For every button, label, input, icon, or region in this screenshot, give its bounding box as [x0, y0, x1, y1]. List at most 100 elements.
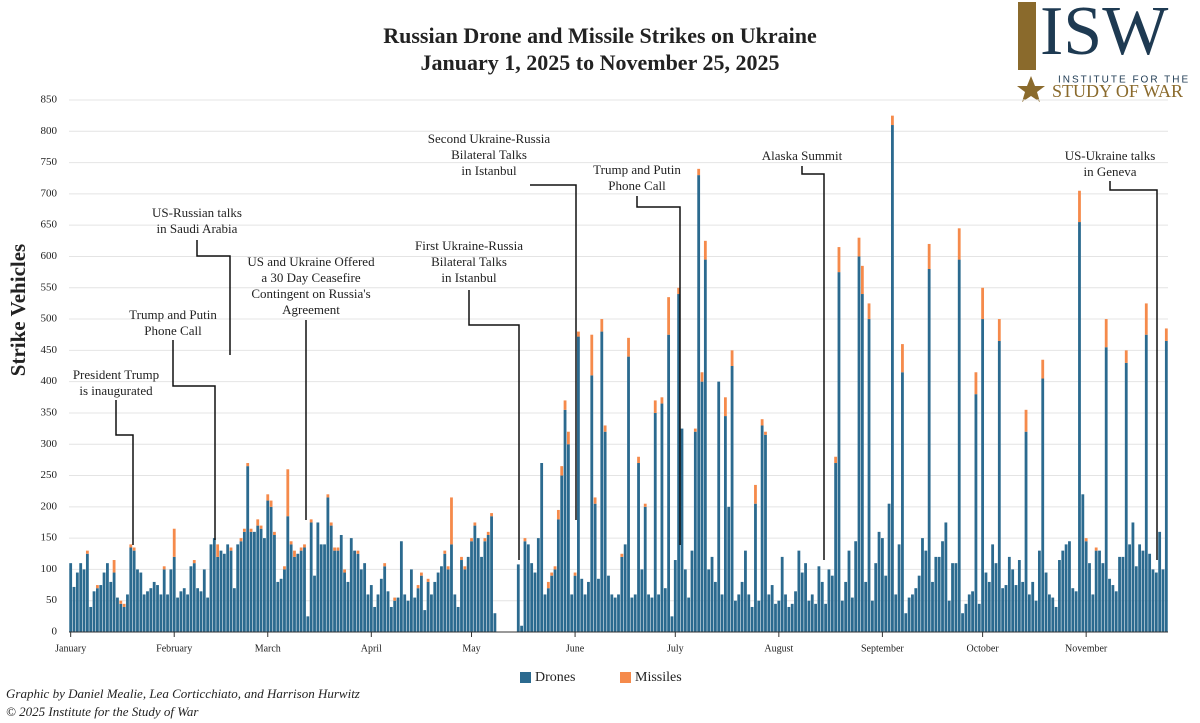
- bar-drones: [737, 594, 741, 632]
- bar-missiles: [229, 547, 233, 551]
- bar-drones: [470, 541, 473, 632]
- bar-drones: [670, 616, 674, 632]
- bar-drones: [102, 572, 106, 632]
- bar-drones: [82, 569, 86, 632]
- bar-drones: [967, 594, 971, 632]
- y-tick-label: 200: [41, 500, 58, 512]
- bar-drones: [901, 372, 904, 632]
- bar-drones: [359, 569, 363, 632]
- bar-drones: [877, 531, 881, 632]
- bar-missiles: [660, 397, 664, 404]
- bar-drones: [219, 550, 223, 632]
- annotation: is inaugurated: [79, 383, 153, 398]
- bar-drones: [730, 366, 734, 632]
- annotation: Bilateral Talks: [431, 254, 507, 269]
- bar-drones: [830, 575, 834, 632]
- bar-missiles: [1024, 409, 1028, 432]
- bar-drones: [389, 606, 393, 632]
- bar-drones: [690, 550, 694, 632]
- bar-drones: [660, 403, 664, 632]
- bar-drones: [810, 594, 814, 632]
- bar-drones: [1078, 222, 1081, 632]
- bar-drones: [1048, 594, 1051, 632]
- bar-drones: [620, 556, 624, 632]
- logo-mark: ISW: [1040, 0, 1168, 70]
- bar-drones: [957, 259, 961, 632]
- bar-missiles: [857, 237, 861, 257]
- bar-drones: [770, 585, 774, 632]
- bar-drones: [1001, 588, 1005, 632]
- bar-missiles: [393, 597, 397, 601]
- bar-missiles: [299, 547, 303, 551]
- logo: ISW INSTITUTE FOR THE STUDY OF WAR: [1017, 0, 1188, 102]
- bar-missiles: [860, 265, 864, 295]
- bar-missiles: [723, 397, 727, 417]
- chart-title: Russian Drone and Missile Strikes on Ukr…: [383, 23, 817, 48]
- bar-drones: [349, 538, 353, 632]
- bar-drones: [1011, 569, 1015, 632]
- bar-drones: [252, 531, 256, 632]
- bar-missiles: [486, 531, 490, 535]
- bar-drones: [794, 591, 797, 632]
- bar-drones: [657, 594, 660, 632]
- y-tick-label: 300: [41, 438, 58, 450]
- bar-drones: [319, 544, 323, 632]
- bar-drones: [994, 563, 998, 632]
- bar-missiles: [246, 463, 250, 467]
- annotation: Phone Call: [144, 323, 202, 338]
- bar-drones: [450, 544, 453, 632]
- bar-drones: [420, 575, 423, 632]
- bar-drones: [142, 594, 146, 632]
- bar-drones: [857, 256, 861, 632]
- bar-missiles: [356, 550, 360, 554]
- bar-drones: [323, 544, 326, 632]
- bar-drones: [480, 556, 483, 632]
- bar-missiles: [693, 428, 697, 432]
- bar-drones: [747, 594, 751, 632]
- y-tick-label: 750: [41, 156, 58, 168]
- bar-missiles: [1124, 350, 1128, 363]
- bar-missiles: [627, 337, 630, 357]
- bar-drones: [299, 550, 303, 632]
- bar-drones: [617, 594, 620, 632]
- bar-drones: [206, 597, 210, 632]
- bar-drones: [293, 556, 296, 632]
- bar-drones: [196, 588, 200, 632]
- bar-missiles: [901, 344, 904, 373]
- bar-drones: [460, 560, 463, 632]
- bar-drones: [1037, 550, 1041, 632]
- bar-drones: [687, 597, 691, 632]
- bar-drones: [850, 597, 854, 632]
- bar-drones: [673, 560, 677, 632]
- bar-drones: [797, 550, 801, 632]
- bar-drones: [784, 594, 787, 632]
- bar-drones: [947, 600, 951, 632]
- bar-missiles: [653, 400, 657, 413]
- bar-drones: [884, 575, 888, 632]
- bar-drones: [263, 538, 266, 632]
- bar-missiles: [473, 522, 477, 526]
- bar-drones: [403, 594, 407, 632]
- bar-drones: [800, 572, 804, 632]
- bar-missiles: [643, 503, 647, 507]
- bar-drones: [1081, 494, 1085, 632]
- bar-missiles: [446, 566, 450, 570]
- bar-drones: [981, 319, 985, 632]
- bar-missiles: [249, 528, 253, 532]
- bar-drones: [744, 550, 747, 632]
- bar-drones: [570, 594, 574, 632]
- bar-missiles: [460, 556, 463, 561]
- y-tick-label: 650: [41, 219, 58, 231]
- bar-missiles: [997, 319, 1001, 341]
- legend-label: Drones: [535, 670, 575, 685]
- bar-drones: [369, 585, 373, 632]
- bar-drones: [1108, 578, 1111, 632]
- bar-drones: [590, 375, 594, 632]
- bar-drones: [653, 412, 657, 632]
- legend-swatch: [520, 672, 531, 683]
- bar-drones: [780, 556, 784, 632]
- bar-missiles: [343, 569, 346, 573]
- bar-missiles: [450, 497, 453, 545]
- bar-missiles: [293, 550, 296, 557]
- bar-missiles: [483, 538, 487, 542]
